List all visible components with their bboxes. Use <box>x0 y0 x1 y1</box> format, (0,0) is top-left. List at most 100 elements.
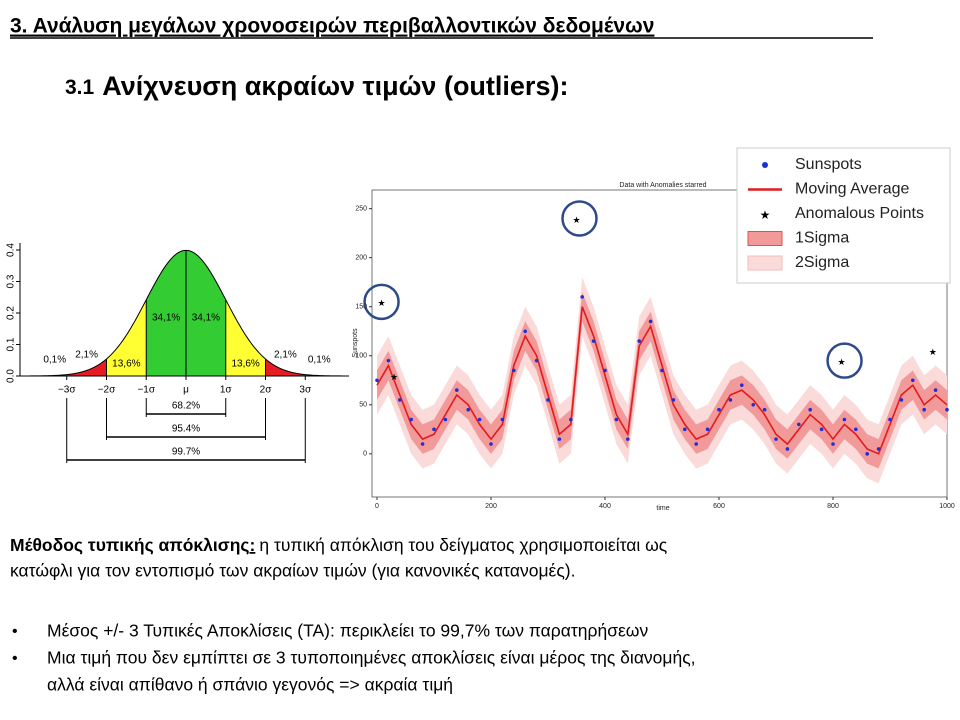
sunspot-point <box>637 339 641 343</box>
sunspot-point <box>854 427 858 432</box>
highlight-circle <box>363 283 400 321</box>
x-tick-label: 600 <box>713 503 725 510</box>
sunspot-point <box>751 403 755 407</box>
sunspot-point <box>717 407 721 412</box>
sunspot-point <box>557 437 562 441</box>
bullet: • <box>12 623 18 640</box>
sunspot-point <box>808 407 812 412</box>
sunspot-point <box>933 388 938 392</box>
x-tick-label: −1σ <box>137 385 155 396</box>
sunspot-point <box>603 368 607 373</box>
region-label: 13,6% <box>231 359 259 370</box>
region-label: 13,6% <box>112 359 140 370</box>
sunspot-point <box>740 383 744 387</box>
sunspot-point <box>386 358 391 363</box>
x-tick-label: 200 <box>485 503 497 510</box>
sigma-band <box>377 292 947 469</box>
y-tick-label: 0 <box>363 451 367 458</box>
region <box>66 358 107 376</box>
sunspot-point <box>614 417 619 422</box>
sunspot-point <box>580 295 584 299</box>
sunspot-point <box>671 398 676 402</box>
sunspot-point <box>512 368 516 373</box>
region <box>265 358 306 376</box>
region-label: 2,1% <box>75 350 98 361</box>
sunspot-point <box>489 442 493 446</box>
x-tick-label: 1000 <box>939 503 955 510</box>
legend-swatch <box>762 162 768 168</box>
sunspot-point <box>660 368 664 373</box>
intro-text: η τυπική απόκλιση του δείγματος χρησιμοπ… <box>259 535 667 555</box>
x-tick-label: −3σ <box>58 385 76 396</box>
sunspot-point <box>432 427 436 432</box>
sunspot-point <box>785 447 790 451</box>
intro-line: Μέθοδος τυπικής απόκλισης: η τυπική απόκλ… <box>10 535 667 555</box>
legend-swatch <box>747 255 783 271</box>
anomaly-point: ★ <box>838 357 846 367</box>
region-label: 34,1% <box>192 313 220 324</box>
anomaly-point: ★ <box>390 372 398 382</box>
x-tick-label: μ <box>183 385 189 396</box>
highlight-circle <box>826 342 863 379</box>
sunspot-point <box>648 319 653 324</box>
y-tick-label: 0.4 <box>6 243 17 257</box>
highlight-circle <box>561 200 598 237</box>
legend-label: Anomalous Points <box>795 205 924 222</box>
x-tick-label: 3σ <box>299 385 312 396</box>
bullet-text: Μέσος +/- 3 Τυπικές Αποκλίσεις (ΤΑ): περ… <box>47 621 648 641</box>
sunspot-point <box>420 442 425 446</box>
chart-title: Data with Anomalies starred <box>619 182 706 189</box>
sunspot-point <box>876 447 881 451</box>
sunspot-point <box>694 442 698 446</box>
y-tick-label: 0.0 <box>6 369 17 383</box>
y-tick-label: 0.2 <box>6 306 17 320</box>
sunspot-point <box>477 417 482 422</box>
density-curve <box>22 249 350 377</box>
x-tick-label: 800 <box>827 503 839 510</box>
sunspot-point <box>831 442 835 446</box>
intro-colon: : <box>250 535 256 555</box>
sunspot-point <box>728 398 733 402</box>
legend-swatch <box>747 231 783 246</box>
x-tick-label: 1σ <box>220 385 233 396</box>
x-tick-label: 2σ <box>260 385 273 396</box>
anomaly-point: ★ <box>378 298 386 308</box>
sunspot-point <box>842 417 847 422</box>
sunspot-point <box>797 422 801 427</box>
sunspot-point <box>569 417 573 422</box>
slide-title: 3. Ανάλυση μεγάλων χρονοσειρών περιβαλλο… <box>10 15 654 38</box>
sunspot-point <box>911 378 915 383</box>
sunspot-point <box>398 398 402 402</box>
anomaly-point: ★ <box>572 215 580 225</box>
sunspot-point <box>899 398 904 402</box>
section-title: Ανίχνευση ακραίων τιμών (outliers): <box>102 71 568 101</box>
y-tick-label: 200 <box>355 255 367 262</box>
x-tick-label: 400 <box>599 503 611 510</box>
sunspot-point <box>774 437 778 441</box>
sunspot-point <box>500 417 505 422</box>
moving-average <box>376 306 948 455</box>
sunspot-point <box>591 339 596 343</box>
y-tick-label: 150 <box>355 304 367 311</box>
interval-label: 68.2% <box>172 401 200 412</box>
sunspot-point <box>683 427 687 432</box>
region-label: 0,1% <box>43 355 66 366</box>
sunspot-point <box>523 329 527 334</box>
x-tick-label: −2σ <box>98 385 116 396</box>
x-axis-label: time <box>656 505 669 512</box>
interval-label: 99.7% <box>172 447 200 458</box>
sunspot-point <box>922 407 926 412</box>
section-number: 3.1 <box>65 76 95 99</box>
sunspot-point <box>466 407 471 412</box>
x-tick-label: 0 <box>375 503 379 510</box>
slide-subtitle: 3.1 Ανίχνευση ακραίων τιμών (outliers): <box>65 71 568 101</box>
legend-label: Sunspots <box>795 156 862 173</box>
sunspot-point <box>375 378 379 383</box>
y-axis-label: Sunspots <box>352 328 359 358</box>
legend-label: 1Sigma <box>795 230 849 247</box>
bullet-text: αλλά είναι απίθανο ή σπάνιο γεγονός => α… <box>47 675 453 695</box>
interval-label: 95.4% <box>172 424 200 435</box>
sunspot-point <box>546 398 550 402</box>
intro-bold: Μέθοδος τυπικής απόκλισης <box>10 535 250 555</box>
